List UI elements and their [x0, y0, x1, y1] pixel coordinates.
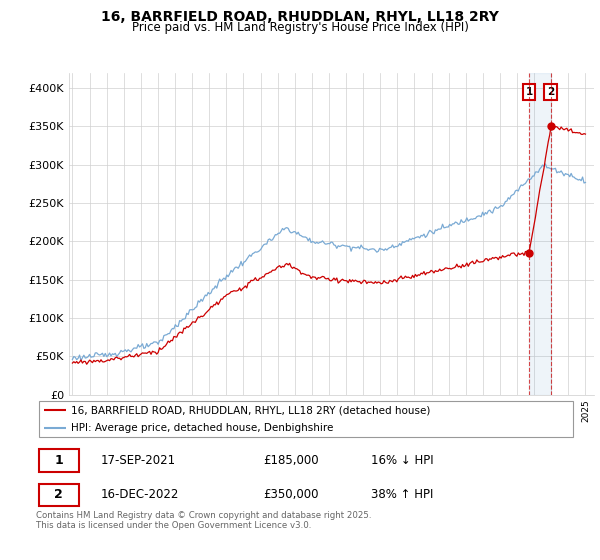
Text: HPI: Average price, detached house, Denbighshire: HPI: Average price, detached house, Denb… [71, 423, 334, 433]
Text: 16, BARRFIELD ROAD, RHUDDLAN, RHYL, LL18 2RY: 16, BARRFIELD ROAD, RHUDDLAN, RHYL, LL18… [101, 10, 499, 24]
Text: 1: 1 [55, 454, 63, 467]
Text: 16% ↓ HPI: 16% ↓ HPI [371, 454, 433, 467]
Bar [39, 484, 79, 506]
Text: 17-SEP-2021: 17-SEP-2021 [101, 454, 176, 467]
Text: Price paid vs. HM Land Registry's House Price Index (HPI): Price paid vs. HM Land Registry's House … [131, 21, 469, 34]
Text: 2: 2 [547, 87, 554, 97]
Text: 38% ↑ HPI: 38% ↑ HPI [371, 488, 433, 501]
Text: 16-DEC-2022: 16-DEC-2022 [101, 488, 179, 501]
Text: £185,000: £185,000 [263, 454, 319, 467]
Text: £350,000: £350,000 [263, 488, 318, 501]
Text: 1: 1 [526, 87, 533, 97]
Bar [529, 73, 551, 395]
Text: Contains HM Land Registry data © Crown copyright and database right 2025.
This d: Contains HM Land Registry data © Crown c… [36, 511, 371, 530]
Bar [39, 449, 79, 472]
Text: 16, BARRFIELD ROAD, RHUDDLAN, RHYL, LL18 2RY (detached house): 16, BARRFIELD ROAD, RHUDDLAN, RHYL, LL18… [71, 405, 430, 415]
Text: 2: 2 [55, 488, 63, 501]
